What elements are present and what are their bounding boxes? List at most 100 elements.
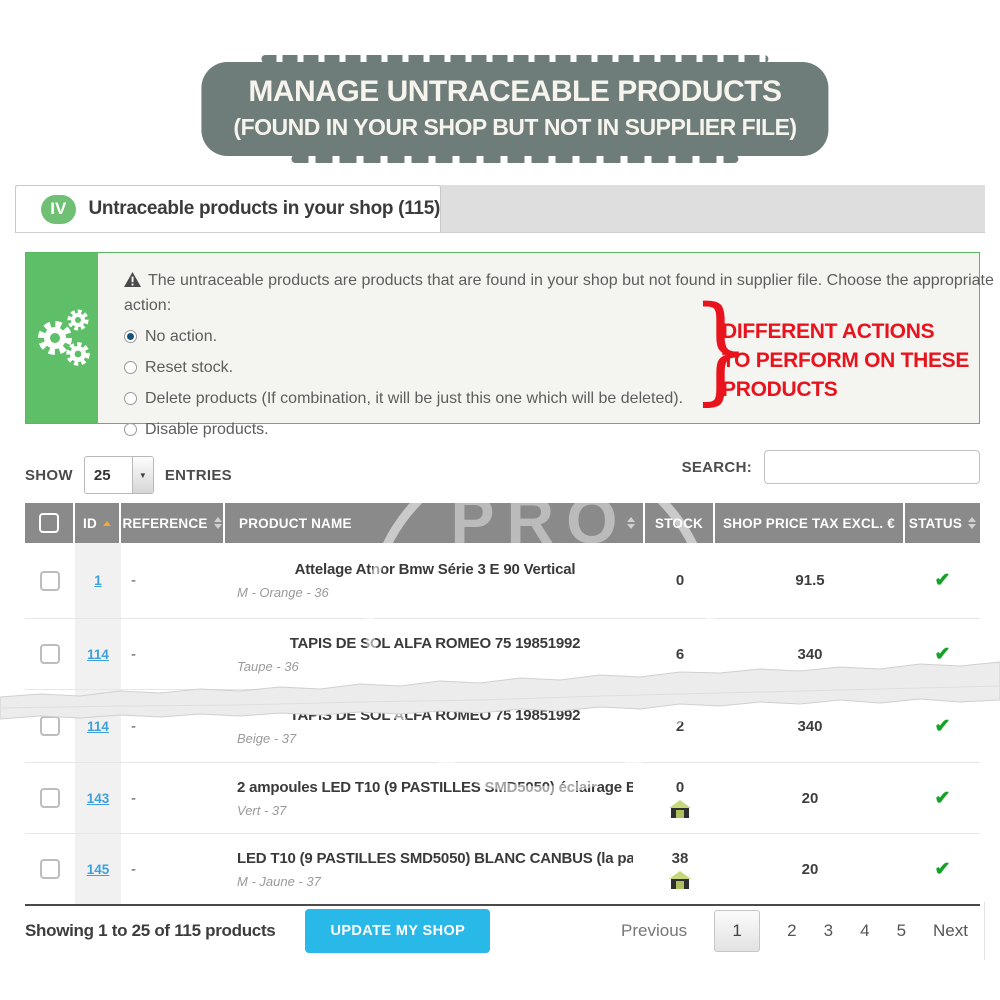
pagination-page-4[interactable]: 4 [860, 921, 870, 940]
product-name-cell: Attelage Atnor Bmw Série 3 E 90 Vertical… [225, 543, 645, 618]
pagination-page-5[interactable]: 5 [896, 921, 907, 940]
stock-cell: 0 [675, 572, 685, 589]
pagination-next[interactable]: Next [933, 921, 968, 940]
header-status[interactable]: STATUS [905, 503, 980, 543]
sort-asc-icon [102, 520, 111, 526]
product-name-cell: LED T10 (9 PASTILLES SMD5050) BLANC CANB… [225, 834, 645, 904]
products-table: ID REFERENCE PRODUCT NAME STOCK SHOP PRI… [25, 503, 980, 906]
check-icon: ✔ [934, 715, 951, 737]
header-reference[interactable]: REFERENCE [121, 503, 225, 543]
warehouse-icon [669, 799, 691, 818]
table-row: 114 - TAPIS DE SOL ALFA ROMEO 75 1985199… [25, 619, 980, 690]
id-cell: 1 [75, 543, 121, 618]
header-product-name[interactable]: PRODUCT NAME [225, 503, 645, 543]
reference-cell: - [131, 789, 136, 807]
tab-label: Untraceable products in your shop (115) [88, 198, 441, 219]
product-variant: Beige - 37 [237, 730, 297, 746]
header-shop-price[interactable]: SHOP PRICE TAX EXCL. € [715, 503, 905, 543]
check-icon: ✔ [934, 570, 951, 591]
option-no-action: No action. [124, 324, 961, 349]
status-cell: ✔ [905, 834, 980, 904]
radio-disable-products[interactable] [124, 423, 137, 436]
reference-cell: - [131, 860, 136, 878]
row-checkbox[interactable] [40, 859, 60, 879]
radio-no-action[interactable] [124, 330, 137, 343]
product-name-cell: 2 ampoules LED T10 (9 PASTILLES SMD5050)… [225, 763, 645, 833]
header-stock[interactable]: STOCK [645, 503, 715, 543]
product-name: LED T10 (9 PASTILLES SMD5050) BLANC CANB… [237, 849, 633, 867]
sort-icon [213, 517, 222, 529]
chevron-down-icon[interactable]: ▼ [131, 457, 153, 493]
banner-subtitle: (FOUND IN YOUR SHOP BUT NOT IN SUPPLIER … [233, 114, 797, 140]
id-cell: 145 [75, 834, 121, 904]
id-cell: 114 [75, 690, 121, 762]
warehouse-icon [669, 870, 691, 889]
row-checkbox-cell [25, 543, 75, 618]
radio-label: Delete products (If combination, it will… [145, 390, 684, 407]
product-id-link[interactable]: 114 [87, 646, 109, 662]
radio-delete-products[interactable] [124, 392, 137, 405]
reference-cell: - [131, 572, 136, 589]
product-name: TAPIS DE SOL ALFA ROMEO 75 19851992 [289, 706, 581, 724]
product-variant: Taupe - 36 [237, 658, 299, 674]
status-cell: ✔ [905, 690, 980, 762]
row-checkbox-cell [25, 619, 75, 689]
warning-text-line2: action: [124, 297, 172, 314]
radio-reset-stock[interactable] [124, 361, 137, 374]
row-checkbox[interactable] [40, 570, 60, 591]
price-cell: 340 [797, 717, 823, 735]
pagination-previous[interactable]: Previous [621, 921, 688, 940]
radio-label: Disable products. [145, 421, 269, 438]
price-cell: 340 [797, 645, 823, 663]
update-shop-button[interactable]: UPDATE MY SHOP [305, 909, 491, 953]
row-checkbox-cell [25, 834, 75, 904]
price-cell: 91.5 [795, 572, 825, 589]
entries-value: 25 [93, 466, 111, 484]
reference-cell: - [131, 717, 136, 735]
annotation-text: DIFFERENT ACTIONS TO PERFORM ON THESE PR… [722, 320, 970, 401]
entries-label: ENTRIES [164, 466, 232, 484]
table-row: 1 - Attelage Atnor Bmw Série 3 E 90 Vert… [25, 543, 980, 619]
price-cell: 20 [801, 789, 819, 807]
table-header-row: ID REFERENCE PRODUCT NAME STOCK SHOP PRI… [25, 503, 980, 543]
product-id-link[interactable]: 143 [86, 790, 110, 806]
pagination-page-2[interactable]: 2 [787, 921, 797, 940]
radio-label: Reset stock. [145, 359, 234, 376]
pagination: Previous 1 2 3 4 5 Next [621, 910, 984, 952]
product-id-link[interactable]: 1 [94, 573, 102, 588]
pagination-page-1[interactable]: 1 [714, 910, 761, 952]
product-id-link[interactable]: 114 [87, 718, 109, 734]
page-banner: MANAGE UNTRACEABLE PRODUCTS (FOUND IN YO… [201, 55, 829, 163]
product-variant: M - Orange - 36 [237, 585, 329, 600]
reference-cell: - [131, 645, 136, 663]
show-label: SHOW [25, 466, 73, 484]
annotation-brace: } [691, 282, 751, 417]
entries-select[interactable]: 25 ▼ [83, 456, 154, 494]
product-id-link[interactable]: 145 [86, 861, 110, 877]
header-select-all[interactable] [25, 503, 75, 543]
product-variant: Vert - 37 [237, 802, 287, 818]
pagination-page-3[interactable]: 3 [823, 921, 834, 940]
info-panel: The untraceable products are products th… [25, 252, 994, 438]
option-disable-products: Disable products. [124, 417, 961, 442]
option-reset-stock: Reset stock. [124, 355, 961, 380]
sort-icon [627, 517, 635, 529]
row-checkbox[interactable] [40, 716, 60, 736]
row-checkbox[interactable] [40, 644, 60, 664]
results-summary: Showing 1 to 25 of 115 products [25, 921, 276, 940]
status-cell: ✔ [905, 619, 980, 689]
sort-icon [968, 517, 977, 529]
price-cell: 20 [801, 860, 819, 878]
product-name: 2 ampoules LED T10 (9 PASTILLES SMD5050)… [237, 778, 633, 796]
search-input[interactable] [764, 450, 980, 484]
row-checkbox[interactable] [40, 788, 60, 808]
header-id[interactable]: ID [75, 503, 121, 543]
stock-cell: 2 [675, 717, 685, 735]
warning-text-line1: The untraceable products are products th… [148, 272, 994, 289]
select-all-checkbox[interactable] [39, 513, 59, 533]
row-checkbox-cell [25, 690, 75, 762]
id-cell: 143 [75, 763, 121, 833]
tab-untraceable-products[interactable]: IV Untraceable products in your shop (11… [15, 185, 441, 232]
product-name: Attelage Atnor Bmw Série 3 E 90 Vertical [294, 561, 576, 578]
option-delete-products: Delete products (If combination, it will… [124, 386, 961, 411]
